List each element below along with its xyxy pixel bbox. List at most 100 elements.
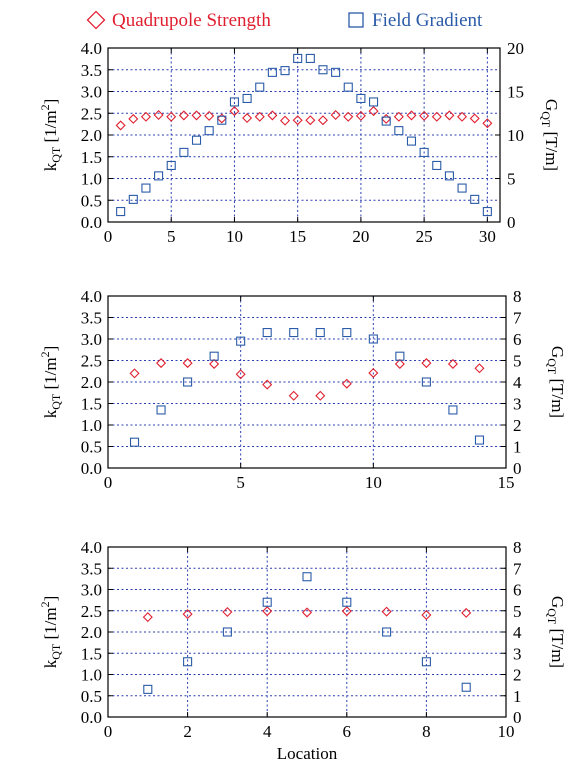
y-left-title-superscript: 2 — [38, 351, 52, 357]
y-right-axis-title: GQT [T/m] — [545, 596, 567, 668]
x-tick-label: 0 — [104, 722, 113, 741]
diamond-point — [288, 390, 299, 401]
square-point — [461, 682, 471, 692]
square-point — [242, 93, 252, 104]
x-tick-label: 25 — [416, 227, 433, 246]
chart-panel-3: 0 2 4 6 8 10 0.0 0.5 1.0 1.5 2.0 2.5 3.0 3.5 4.0 0 1 2 3 4 5… — [38, 538, 567, 763]
square-point — [315, 327, 325, 338]
y-left-axis-title: kQT [1/m2] — [38, 346, 63, 419]
y-right-title-symbol: G — [542, 99, 561, 111]
diamond-point — [129, 368, 140, 379]
y-left-tick-label: 3.5 — [81, 309, 102, 328]
y-left-tick-label: 4.0 — [81, 39, 102, 58]
square-point — [236, 336, 246, 346]
y-right-tick-label: 6 — [513, 581, 522, 600]
diamond-point — [317, 115, 328, 126]
y-left-title-unit: [1/m — [41, 607, 60, 643]
square-point — [419, 147, 429, 157]
y-left-tick-label: 4.0 — [81, 287, 102, 306]
diamond-point — [305, 115, 316, 126]
y-left-title-subscript: QT — [49, 146, 63, 163]
y-left-title-symbol: k — [41, 659, 60, 668]
y-left-tick-label: 0.5 — [81, 687, 102, 706]
x-tick-label: 0 — [104, 473, 113, 492]
square-point — [381, 116, 391, 126]
square-point — [394, 126, 404, 136]
square-point — [482, 207, 492, 217]
x-tick-label: 8 — [422, 722, 431, 741]
y-left-title-close: ] — [41, 99, 60, 105]
square-point — [280, 66, 290, 76]
diamond-point — [301, 607, 313, 618]
y-right-tick-label: 20 — [507, 39, 524, 58]
x-tick-label: 6 — [343, 722, 352, 741]
square-point — [262, 327, 272, 338]
y-right-tick-label: 10 — [507, 126, 524, 145]
square-point — [166, 160, 176, 170]
diamond-point — [292, 115, 303, 126]
square-point — [183, 657, 193, 667]
y-right-title-subscript: QT — [545, 358, 559, 375]
y-right-axis-title: GQT [T/m] — [545, 346, 567, 418]
y-right-tick-label: 3 — [513, 395, 522, 414]
diamond-point — [209, 358, 220, 369]
y-left-tick-label: 1.0 — [81, 416, 102, 435]
square-point — [432, 160, 442, 170]
diamond-point — [444, 110, 455, 121]
y-left-axis-title: kQT [1/m2] — [38, 99, 63, 172]
y-left-tick-label: 0.5 — [81, 438, 102, 457]
x-tick-label: 10 — [226, 227, 243, 246]
diamond-point — [482, 118, 493, 129]
y-right-tick-label: 2 — [513, 416, 522, 435]
y-left-title-unit: [1/m — [41, 110, 60, 146]
diamond-point — [153, 109, 164, 121]
y-left-tick-label: 1.5 — [81, 148, 102, 167]
square-point — [342, 597, 352, 607]
y-right-tick-label: 1 — [513, 687, 522, 706]
square-point — [179, 147, 189, 157]
square-point — [262, 597, 272, 607]
y-left-tick-label: 2.0 — [81, 373, 102, 392]
y-right-tick-label: 7 — [513, 559, 522, 578]
square-point — [368, 97, 379, 107]
y-left-tick-label: 2.5 — [81, 104, 102, 123]
diamond-point — [461, 607, 472, 618]
y-right-tick-label: 5 — [513, 602, 522, 621]
chart-panel-1: 0 5 10 15 20 25 300.00.51.01.52.02.53.03.54.00… — [38, 39, 561, 246]
square-point — [421, 657, 431, 667]
y-right-title-unit: [T/m] — [548, 374, 567, 418]
x-tick-label: 4 — [263, 722, 272, 741]
square-point — [128, 194, 138, 204]
x-tick-label: 30 — [479, 227, 496, 246]
y-right-title-subscript: QT — [545, 608, 559, 625]
y-left-title-subscript: QT — [49, 393, 63, 410]
square-point — [368, 334, 378, 344]
y-left-title-close: ] — [41, 596, 60, 602]
series-quadrupole-strength — [115, 106, 493, 131]
y-right-title-unit: [T/m] — [542, 127, 561, 171]
square-point — [356, 93, 366, 104]
x-axis-title: Location — [277, 744, 338, 763]
y-left-axis-title: kQT [1/m2] — [38, 596, 63, 669]
square-point — [382, 627, 392, 637]
square-point — [204, 126, 214, 136]
y-left-tick-label: 1.5 — [81, 644, 102, 663]
square-point — [156, 405, 166, 415]
diamond-point — [330, 109, 341, 121]
square-point — [209, 351, 219, 361]
square-point — [154, 171, 164, 181]
y-right-tick-label: 4 — [513, 373, 522, 392]
y-left-tick-label: 0.5 — [81, 191, 102, 210]
square-point — [406, 136, 417, 146]
diamond-point — [242, 113, 253, 124]
y-left-tick-label: 0.0 — [81, 213, 102, 232]
square-point — [421, 377, 431, 387]
y-left-title-symbol: k — [41, 409, 60, 418]
square-point — [255, 82, 265, 92]
y-left-tick-label: 3.5 — [81, 559, 102, 578]
diamond-point — [355, 110, 366, 121]
diamond-point — [406, 110, 417, 121]
y-right-tick-label: 15 — [507, 83, 524, 102]
diamond-point — [204, 110, 215, 121]
square-point — [129, 437, 140, 447]
